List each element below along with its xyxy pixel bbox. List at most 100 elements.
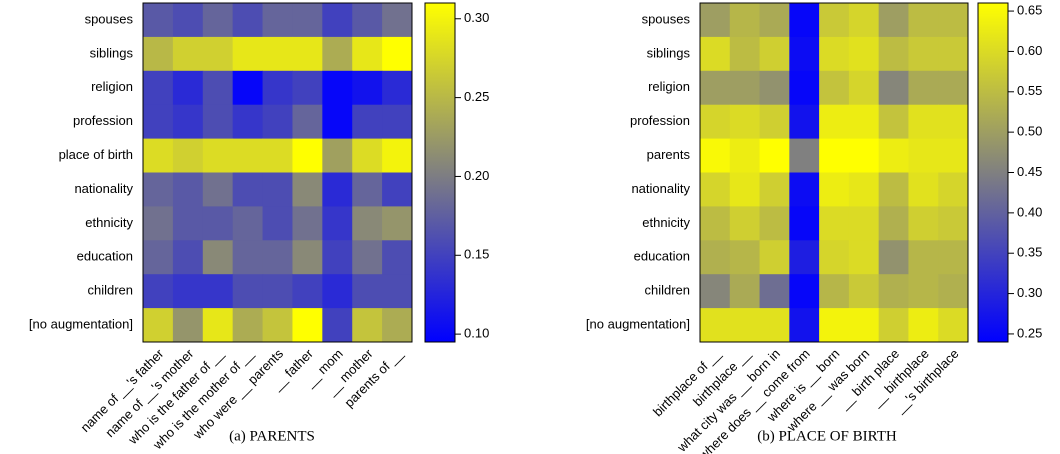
heatmap-cell: [938, 138, 969, 173]
heatmap-cell: [789, 308, 820, 343]
y-tick-label: profession: [73, 113, 133, 128]
heatmap-cell: [292, 274, 323, 309]
heatmap-cell: [143, 36, 174, 72]
colorbar-tick-label: 0.65: [1017, 3, 1042, 18]
heatmap-cell: [202, 308, 234, 343]
heatmap-cell: [202, 172, 234, 207]
heatmap-cell: [789, 70, 820, 106]
heatmap-cell: [322, 206, 353, 241]
heatmap-cell: [789, 138, 820, 173]
y-tick-label: nationality: [631, 181, 690, 196]
heatmap-cell: [322, 138, 353, 173]
heatmap-cell: [878, 308, 909, 343]
heatmap-cell: [382, 104, 413, 140]
plot-frame: [699, 2, 969, 343]
heatmap-cell: [789, 172, 820, 207]
heatmap-cell: [352, 206, 383, 241]
heatmap-cell: [700, 138, 731, 173]
heatmap-cell: [352, 240, 383, 275]
heatmap-cell: [759, 70, 790, 106]
heatmap-cell: [878, 138, 909, 173]
heatmap-cell: [292, 206, 323, 241]
heatmap-cell: [789, 274, 820, 309]
heatmap-cell: [322, 36, 353, 72]
heatmap-cell: [908, 3, 939, 38]
heatmap-cell: [172, 104, 204, 140]
colorbar-tick-label: 0.30: [1017, 285, 1042, 300]
heatmap-cell: [292, 308, 323, 343]
heatmap-cell: [262, 274, 293, 309]
y-tick-label: place of birth: [59, 147, 133, 162]
heatmap-cell: [700, 172, 731, 207]
heatmap-cell: [908, 206, 939, 241]
y-tick-label: parents: [647, 147, 691, 162]
heatmap-cell: [262, 240, 293, 275]
heatmap-cell: [202, 104, 234, 140]
heatmap-cell: [232, 104, 264, 140]
heatmap-cell: [729, 172, 761, 207]
y-tick-label: nationality: [74, 181, 133, 196]
heatmap-cell: [262, 36, 293, 72]
heatmap-cell: [143, 274, 174, 309]
heatmap-cell: [172, 240, 204, 275]
colorbar-tick-label: 0.40: [1017, 204, 1042, 219]
heatmap-cell: [908, 36, 939, 72]
heatmap-cell: [700, 104, 731, 140]
heatmap-cell: [232, 308, 264, 343]
heatmap-cell: [232, 36, 264, 72]
y-tick-label: profession: [630, 113, 690, 128]
heatmap-cell: [729, 308, 761, 343]
heatmap-cell: [322, 70, 353, 106]
y-tick-label: [no augmentation]: [586, 316, 690, 331]
heatmap-cell: [262, 70, 293, 106]
heatmap-cell: [382, 240, 413, 275]
heatmap-cell: [789, 240, 820, 275]
heatmap-cell: [143, 3, 174, 38]
heatmap-cell: [202, 70, 234, 106]
heatmap-cell: [729, 104, 761, 140]
heatmap-cell: [908, 274, 939, 309]
heatmap-cell: [729, 138, 761, 173]
heatmap-cell: [878, 240, 909, 275]
heatmap-cell: [759, 172, 790, 207]
heatmap-cell: [878, 3, 909, 38]
heatmap-cell: [908, 308, 939, 343]
heatmap-cell: [819, 70, 850, 106]
heatmap-cell: [292, 172, 323, 207]
heatmap-cell: [352, 138, 383, 173]
y-tick-label: ethnicity: [642, 215, 690, 230]
heatmap-cell: [352, 308, 383, 343]
heatmap-cell: [172, 138, 204, 173]
heatmap-cell: [759, 308, 790, 343]
heatmap-cell: [382, 172, 413, 207]
heatmap-cell: [700, 274, 731, 309]
heatmap-cell: [938, 308, 969, 343]
heatmap-cell: [352, 274, 383, 309]
heatmap-cell: [729, 70, 761, 106]
heatmap-cell: [938, 206, 969, 241]
heatmap-cell: [759, 206, 790, 241]
heatmap-cell: [262, 308, 293, 343]
caption: (a) PARENTS: [229, 428, 315, 444]
heatmap-cell: [172, 36, 204, 72]
y-tick-label: children: [644, 283, 690, 298]
heatmap-cell: [819, 3, 850, 38]
heatmap-cell: [700, 70, 731, 106]
heatmap-cell: [759, 104, 790, 140]
heatmap-cell: [938, 36, 969, 72]
heatmap-cell: [202, 274, 234, 309]
heatmap-cell: [848, 70, 880, 106]
heatmap-cell: [938, 240, 969, 275]
heatmap-cell: [729, 36, 761, 72]
heatmap-cell: [908, 240, 939, 275]
heatmap-cell: [848, 138, 880, 173]
heatmap-cell: [382, 274, 413, 309]
colorbar-tick-label: 0.25: [1017, 325, 1042, 340]
heatmap-cell: [759, 138, 790, 173]
heatmap-cell: [819, 172, 850, 207]
heatmap-cell: [352, 172, 383, 207]
y-tick-label: religion: [648, 79, 690, 94]
y-tick-label: education: [77, 249, 133, 264]
